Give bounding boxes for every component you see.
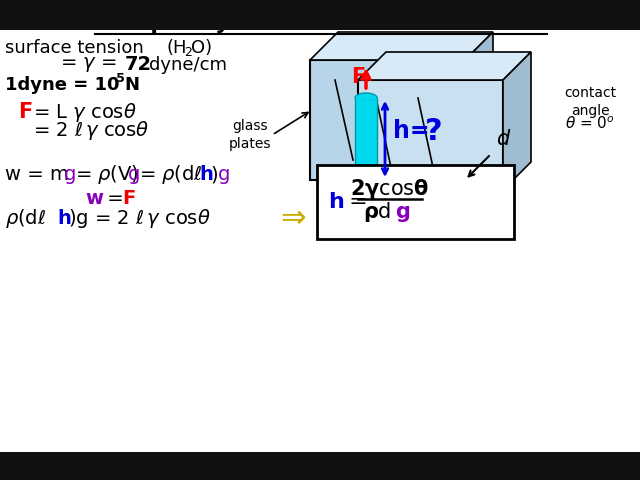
Text: surface tension: surface tension bbox=[5, 39, 144, 57]
Text: =: = bbox=[101, 189, 130, 207]
Text: h=: h= bbox=[393, 119, 429, 143]
Text: g: g bbox=[64, 166, 76, 184]
Text: = $\rho$(V): = $\rho$(V) bbox=[75, 164, 139, 187]
Polygon shape bbox=[503, 52, 531, 190]
Text: glass
plates: glass plates bbox=[228, 119, 271, 151]
Text: N: N bbox=[124, 76, 139, 94]
Text: d: d bbox=[496, 129, 509, 149]
Polygon shape bbox=[310, 32, 493, 60]
Text: h: h bbox=[57, 208, 71, 228]
Text: 2: 2 bbox=[184, 46, 192, 59]
Text: = 2 $\ell\,\gamma$ cos$\theta$: = 2 $\ell\,\gamma$ cos$\theta$ bbox=[33, 119, 150, 142]
Text: ?: ? bbox=[425, 117, 443, 145]
Text: F: F bbox=[18, 102, 32, 122]
Text: g: g bbox=[128, 166, 140, 184]
Text: = L $\gamma$ cos$\theta$: = L $\gamma$ cos$\theta$ bbox=[33, 100, 137, 123]
Text: g: g bbox=[395, 202, 410, 222]
Bar bbox=[0, 452, 640, 480]
Text: -5: -5 bbox=[111, 72, 125, 85]
Text: Capillary Action Between Plates: Capillary Action Between Plates bbox=[120, 13, 520, 33]
Text: 72: 72 bbox=[125, 56, 152, 74]
Text: =: = bbox=[342, 192, 375, 212]
Bar bbox=[355, 98, 377, 180]
Text: $\mathbf{2\gamma}$cos$\mathbf{\theta}$: $\mathbf{2\gamma}$cos$\mathbf{\theta}$ bbox=[350, 177, 429, 201]
Polygon shape bbox=[358, 52, 531, 80]
Text: $\rho$(d$\ell$: $\rho$(d$\ell$ bbox=[5, 206, 46, 229]
Text: g: g bbox=[218, 166, 230, 184]
FancyBboxPatch shape bbox=[317, 165, 514, 239]
Text: F: F bbox=[122, 189, 135, 207]
Text: h: h bbox=[328, 192, 344, 212]
Text: 1dyne = 10: 1dyne = 10 bbox=[5, 76, 120, 94]
Text: ): ) bbox=[210, 166, 218, 184]
Text: O): O) bbox=[191, 39, 212, 57]
Text: dyne/cm: dyne/cm bbox=[149, 56, 227, 74]
Text: $\ell$: $\ell$ bbox=[382, 0, 393, 5]
Polygon shape bbox=[465, 32, 493, 180]
Text: $\theta$ = 0$^o$: $\theta$ = 0$^o$ bbox=[565, 116, 615, 132]
Bar bbox=[0, 30, 640, 452]
Text: = $\rho$(d$\ell$: = $\rho$(d$\ell$ bbox=[139, 164, 203, 187]
Bar bbox=[0, 0, 640, 30]
Bar bbox=[358, 80, 503, 190]
Text: h: h bbox=[199, 166, 213, 184]
Text: contact
angle: contact angle bbox=[564, 86, 616, 118]
Text: w = m: w = m bbox=[5, 166, 69, 184]
Text: )g = 2 $\ell\,\gamma$ cos$\theta$: )g = 2 $\ell\,\gamma$ cos$\theta$ bbox=[68, 206, 211, 229]
Bar bbox=[310, 60, 465, 180]
Text: $\mathbf{\rho}$d: $\mathbf{\rho}$d bbox=[363, 200, 391, 224]
Text: w: w bbox=[85, 189, 103, 207]
Text: (H: (H bbox=[167, 39, 188, 57]
Text: ⇒: ⇒ bbox=[280, 204, 305, 232]
Text: = $\gamma$ =: = $\gamma$ = bbox=[60, 56, 118, 74]
Text: F: F bbox=[351, 67, 365, 87]
